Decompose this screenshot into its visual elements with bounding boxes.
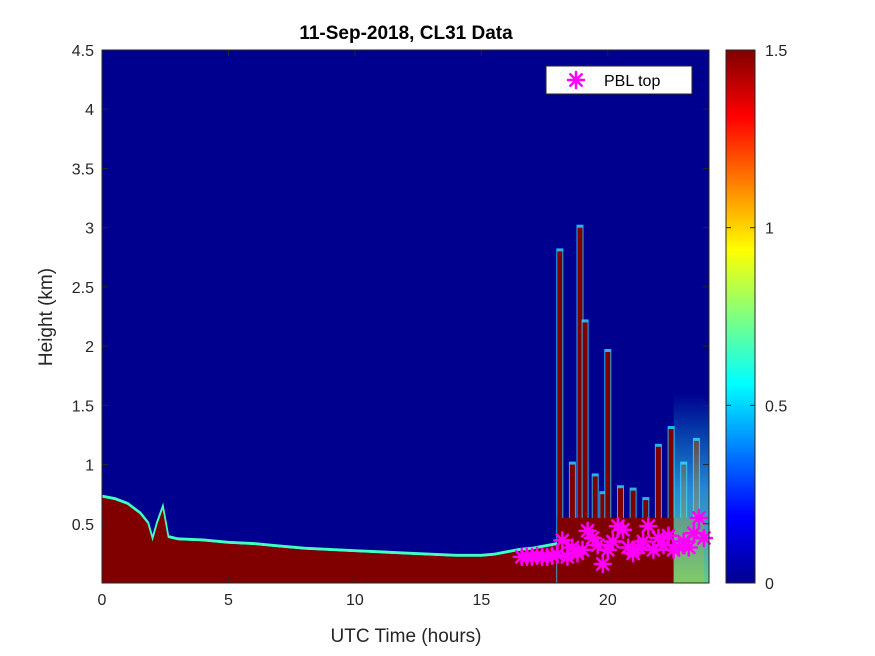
y-tick-label: 4	[85, 102, 94, 119]
x-tick-label: 5	[224, 592, 233, 609]
pbl-top-point	[684, 524, 704, 543]
legend-marker-asterisk-icon	[566, 70, 586, 90]
colorbar-tick-label: 1	[765, 221, 774, 238]
x-tick-label: 0	[98, 592, 107, 609]
colorbar: 0 0.5 1 1.5	[725, 43, 787, 593]
y-tick-label: 2.5	[72, 280, 94, 297]
pbl-top-markers	[512, 508, 714, 574]
y-tick-label: 1.5	[72, 398, 94, 415]
pbl-top-point	[689, 508, 709, 528]
x-tick-label: 10	[346, 592, 364, 609]
colorbar-tick-label: 0.5	[765, 398, 787, 415]
aerosol-column	[582, 322, 588, 583]
aerosol-column	[655, 446, 661, 583]
legend-label-pbl-top: PBL top	[604, 73, 660, 90]
pbl-top-point	[553, 531, 572, 550]
y-tick-label: 3	[85, 221, 94, 238]
boundary-layer-fill	[102, 497, 558, 583]
legend-asterisk	[566, 70, 586, 90]
colorbar-gradient	[725, 49, 756, 584]
colorbar-tick-label: 1.5	[765, 43, 787, 60]
x-tick-label: 20	[599, 592, 617, 609]
legend: PBL top	[545, 65, 693, 95]
x-axis-label: UTC Time (hours)	[331, 626, 482, 647]
x-axis-ticks: 0 5 10 15 20	[98, 50, 617, 609]
pbl-top-point	[639, 516, 658, 536]
plot-frame	[101, 49, 710, 584]
aerosol-column	[668, 429, 674, 583]
plot-area	[101, 49, 714, 584]
colorbar-tick-label: 0	[765, 576, 774, 593]
y-tick-label: 1	[85, 458, 94, 475]
pbl-top-point	[613, 520, 633, 539]
y-tick-label: 2	[85, 339, 94, 356]
aerosol-column	[557, 251, 563, 583]
pbl-top-point	[593, 554, 613, 574]
x-tick-label: 15	[472, 592, 490, 609]
aerosol-column	[577, 227, 583, 583]
boundary-layer-edge	[101, 494, 558, 557]
aerosol-column	[605, 352, 611, 583]
pbl-top-point	[603, 532, 623, 551]
y-tick-label: 4.5	[72, 43, 94, 60]
pbl-top-point	[633, 532, 653, 551]
pbl-top-point	[659, 526, 678, 545]
y-axis-label: Height (km)	[36, 268, 57, 366]
y-axis-ticks: 0.5 1 1.5 2 2.5 3 3.5 4 4.5	[72, 43, 709, 534]
colorbar-ticks: 0 0.5 1 1.5	[726, 43, 787, 593]
pbl-top-point	[573, 540, 592, 560]
y-tick-label: 0.5	[72, 517, 94, 534]
pbl-top-point	[679, 538, 699, 557]
y-tick-label: 3.5	[72, 161, 94, 178]
chart-title: 11-Sep-2018, CL31 Data	[299, 23, 513, 44]
pbl-top-point	[694, 528, 714, 548]
